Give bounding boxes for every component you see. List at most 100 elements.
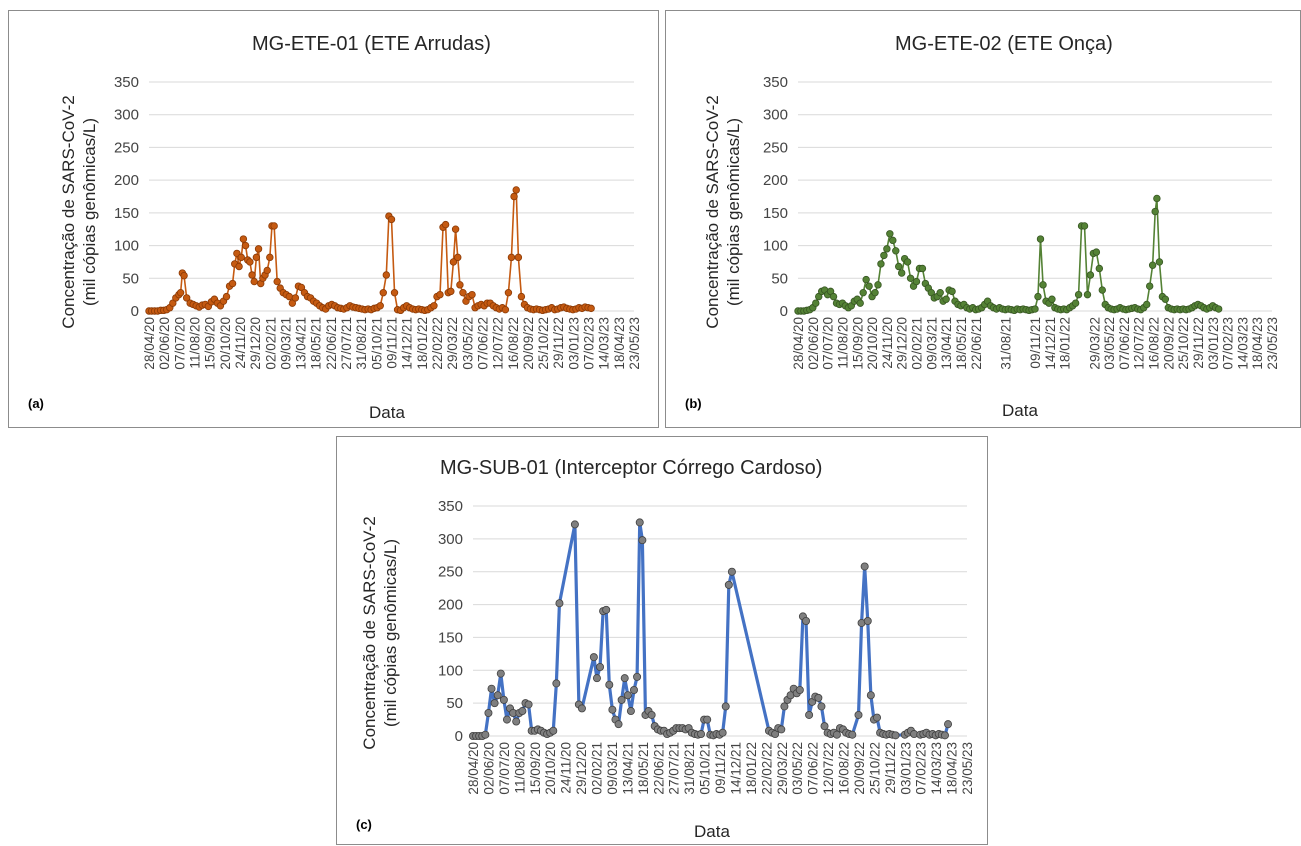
data-point xyxy=(182,294,191,302)
x-tick-label: 07/02/23 xyxy=(914,742,929,795)
data-point xyxy=(514,253,523,262)
data-point xyxy=(524,700,533,709)
data-point xyxy=(617,695,626,704)
data-point xyxy=(512,186,520,194)
x-tick-label: 18/04/23 xyxy=(612,317,627,370)
data-point xyxy=(501,305,510,314)
x-tick-label: 15/09/20 xyxy=(528,742,543,795)
x-tick-label: 18/05/21 xyxy=(309,317,324,370)
data-point xyxy=(918,264,927,273)
data-point xyxy=(291,294,300,302)
y-tick-label: 300 xyxy=(438,531,463,548)
data-point xyxy=(805,710,814,719)
panel-letter-c: (c) xyxy=(356,817,372,832)
data-point xyxy=(886,230,894,238)
x-tick-label: 03/05/22 xyxy=(790,742,805,795)
x-tick-label: 23/05/23 xyxy=(627,317,642,370)
data-point xyxy=(877,260,885,268)
chart-title-a: MG-ETE-01 (ETE Arrudas) xyxy=(252,33,491,55)
x-tick-label: 16/08/22 xyxy=(1147,317,1162,370)
x-tick-label: 13/04/21 xyxy=(294,317,309,370)
y-tick-label: 300 xyxy=(114,107,139,124)
data-point xyxy=(387,215,396,224)
x-tick-label: 28/04/20 xyxy=(791,317,806,370)
data-point xyxy=(246,258,254,266)
x-tick-label: 07/07/20 xyxy=(172,317,187,370)
data-point xyxy=(1074,290,1083,299)
data-point xyxy=(270,222,278,230)
data-point xyxy=(1161,295,1170,303)
chart-title-c: MG-SUB-01 (Interceptor Córrego Cardoso) xyxy=(440,457,823,479)
data-point xyxy=(814,693,823,702)
data-point xyxy=(499,695,508,704)
x-tick-label: 02/02/21 xyxy=(910,317,925,370)
data-point xyxy=(873,713,882,722)
x-tick-label: 07/06/22 xyxy=(806,742,821,795)
chart-panel-a: MG-ETE-01 (ETE Arrudas) Concentração de … xyxy=(8,10,659,428)
x-tick-label: 02/06/20 xyxy=(157,317,172,370)
data-point xyxy=(1143,300,1151,309)
x-tick-label: 03/01/23 xyxy=(898,742,913,795)
data-point xyxy=(638,536,647,545)
data-point xyxy=(1095,264,1104,273)
data-point xyxy=(587,304,595,313)
y-tick-label: 50 xyxy=(771,270,788,287)
data-point xyxy=(552,679,561,688)
data-point xyxy=(222,292,231,301)
x-tick-label: 16/08/22 xyxy=(837,742,852,795)
y-tick-label: 50 xyxy=(446,695,463,712)
data-point xyxy=(577,704,586,713)
data-point xyxy=(1214,305,1223,313)
x-tick-label: 29/11/22 xyxy=(551,317,566,369)
x-tick-label: 15/09/20 xyxy=(203,317,218,370)
data-point xyxy=(944,720,953,729)
data-point xyxy=(430,302,438,310)
x-tick-label: 16/08/22 xyxy=(506,317,521,370)
data-point xyxy=(1071,299,1080,307)
x-tick-label: 02/02/21 xyxy=(263,317,278,370)
x-tick-label: 22/02/22 xyxy=(759,742,774,795)
data-point xyxy=(605,680,614,689)
data-point xyxy=(390,288,399,297)
x-tick-label: 07/07/20 xyxy=(497,742,512,795)
x-tick-label: 29/12/20 xyxy=(574,742,589,795)
y-tick-label: 200 xyxy=(114,172,139,189)
x-tick-label: 18/04/23 xyxy=(945,742,960,795)
data-point xyxy=(940,731,949,740)
data-point xyxy=(436,290,444,299)
data-point xyxy=(832,730,841,739)
x-tick-label: 14/12/21 xyxy=(1043,317,1058,370)
x-tick-label: 09/03/21 xyxy=(605,742,620,795)
x-tick-label: 29/03/22 xyxy=(775,742,790,795)
x-tick-label: 25/10/22 xyxy=(536,317,551,370)
y-tick-label: 0 xyxy=(455,728,463,745)
y-tick-label: 250 xyxy=(114,139,139,156)
x-tick-label: 23/05/23 xyxy=(1265,317,1280,370)
data-point xyxy=(614,720,623,729)
data-point xyxy=(382,271,390,279)
x-tick-label: 18/01/22 xyxy=(1058,317,1073,370)
x-tick-label: 22/06/21 xyxy=(324,317,339,370)
data-point xyxy=(866,691,875,700)
data-point xyxy=(856,299,864,307)
data-point xyxy=(248,271,256,279)
x-tick-label: 18/01/22 xyxy=(415,317,430,370)
data-point xyxy=(376,302,384,310)
data-point xyxy=(635,518,644,527)
x-tick-label: 05/10/21 xyxy=(369,317,384,370)
x-tick-label: 11/08/20 xyxy=(835,317,850,369)
y-tick-label: 300 xyxy=(763,107,788,124)
y-tick-label: 200 xyxy=(438,597,463,614)
data-point xyxy=(874,281,882,289)
x-tick-label: 27/07/21 xyxy=(339,317,354,370)
y-tick-label: 250 xyxy=(438,564,463,581)
data-point xyxy=(496,669,505,678)
data-point xyxy=(863,616,872,625)
x-tick-label: 20/10/20 xyxy=(865,317,880,370)
x-tick-label: 02/06/20 xyxy=(481,742,496,795)
data-point xyxy=(936,288,944,297)
data-point xyxy=(487,684,496,693)
data-point xyxy=(592,674,601,683)
data-point xyxy=(570,520,579,529)
x-tick-label: 07/07/20 xyxy=(821,317,836,370)
